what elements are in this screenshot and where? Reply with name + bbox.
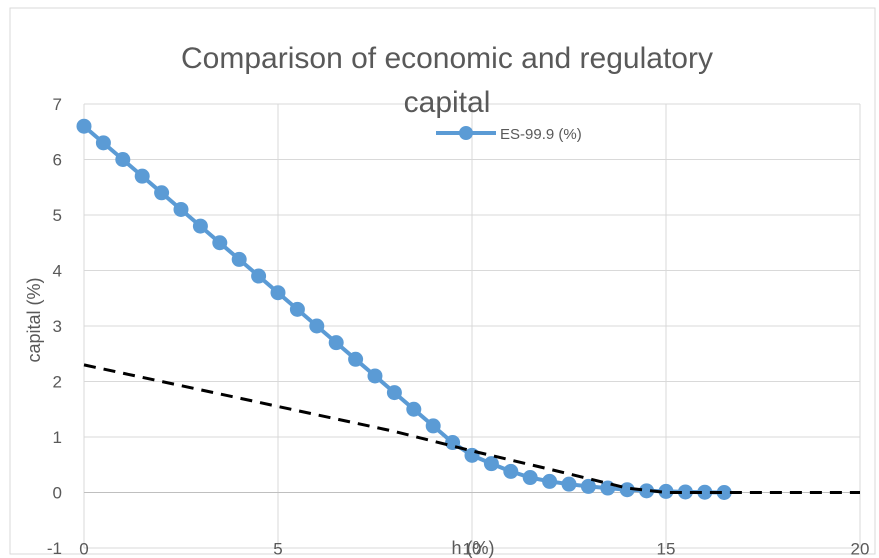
y-tick-label: 5 — [53, 206, 62, 225]
data-point — [542, 473, 558, 489]
x-tick-label: 15 — [657, 540, 676, 558]
y-tick-label: -1 — [47, 539, 62, 558]
data-point — [289, 301, 305, 317]
data-point — [367, 368, 383, 384]
data-point — [76, 118, 92, 134]
series-layer — [76, 118, 860, 500]
data-point — [251, 268, 267, 284]
data-point — [619, 482, 635, 498]
x-tick-label: 20 — [851, 540, 870, 558]
chart-title-line-1: Comparison of economic and regulatory — [181, 42, 713, 75]
data-point — [270, 285, 286, 301]
data-point — [348, 351, 364, 367]
chart-area-border — [9, 7, 876, 555]
data-point — [716, 485, 732, 500]
data-point — [192, 218, 208, 234]
x-tick-label: 10 — [463, 540, 482, 558]
legend-marker — [459, 126, 473, 140]
y-tick-label: 0 — [53, 484, 62, 503]
data-point — [503, 463, 519, 479]
data-point — [386, 385, 402, 401]
data-point — [561, 476, 577, 492]
data-point — [212, 235, 228, 251]
data-point — [658, 483, 674, 499]
data-point — [154, 185, 170, 201]
data-point — [580, 478, 596, 494]
x-tick-label: 0 — [79, 540, 88, 558]
y-tick-label: 7 — [53, 95, 62, 114]
y-tick-label: 3 — [53, 317, 62, 336]
data-point — [483, 456, 499, 472]
data-point — [173, 201, 189, 217]
x-tick-label: 5 — [273, 540, 282, 558]
y-tick-label: 6 — [53, 151, 62, 170]
data-point — [406, 401, 422, 417]
gridlines — [83, 103, 861, 549]
x-axis-label: h (%) — [451, 538, 494, 558]
y-tick-label: 2 — [53, 373, 62, 392]
data-point — [464, 447, 480, 463]
series-line-regulatory — [83, 363, 860, 494]
y-tick-label: 4 — [53, 262, 62, 281]
data-point — [425, 418, 441, 434]
data-point — [309, 318, 325, 334]
data-point — [697, 484, 713, 500]
y-tick-label: 1 — [53, 428, 62, 447]
data-point — [522, 470, 538, 486]
data-point — [328, 335, 344, 351]
data-point — [95, 135, 111, 151]
tick-labels: -1 0 1 2 3 4 5 6 7 0 5 10 15 20 — [47, 95, 870, 558]
legend: ES-99.9 (%) — [436, 126, 582, 143]
legend-label-es: ES-99.9 (%) — [500, 126, 582, 143]
data-point — [677, 484, 693, 500]
series-line-es — [82, 124, 725, 495]
chart-title-line-2: capital — [404, 86, 491, 119]
data-point — [231, 251, 247, 267]
data-point — [115, 152, 131, 167]
data-point — [639, 483, 655, 499]
y-axis-label: capital (%) — [24, 277, 44, 362]
data-point — [134, 168, 150, 184]
